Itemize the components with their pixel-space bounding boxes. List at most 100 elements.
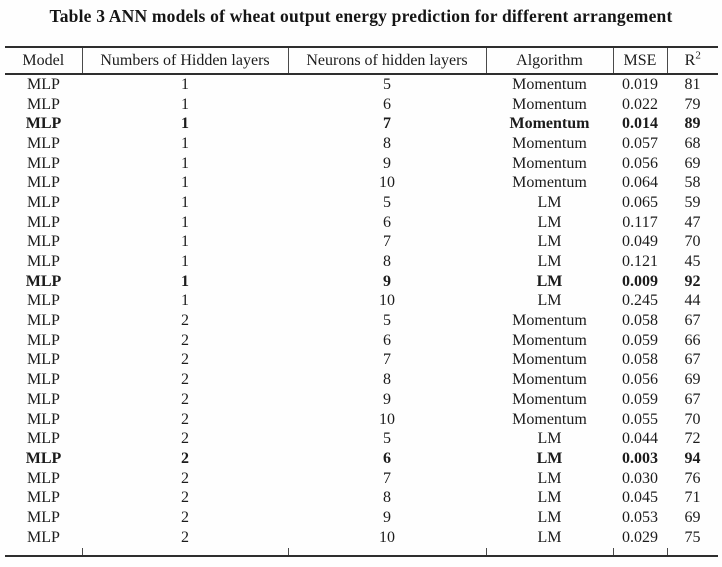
col-header-hidden-layers: Numbers of Hidden layers bbox=[81, 47, 288, 74]
cell-neurons: 8 bbox=[383, 489, 391, 507]
table-row: MLP 2 6 Momentum 0.059 66 bbox=[5, 331, 718, 351]
cell-r2: 59 bbox=[684, 193, 701, 211]
table-row: MLP 2 10 Momentum 0.055 70 bbox=[5, 410, 718, 430]
cell-hidden-layers: 1 bbox=[181, 292, 189, 310]
cell-r2: 68 bbox=[684, 134, 701, 152]
cell-neurons: 6 bbox=[383, 213, 391, 231]
cell-algorithm: Momentum bbox=[512, 371, 587, 389]
cell-neurons: 8 bbox=[383, 253, 391, 271]
cell-hidden-layers: 2 bbox=[181, 410, 189, 428]
cell-hidden-layers: 1 bbox=[181, 174, 189, 192]
cell-algorithm: Momentum bbox=[512, 390, 587, 408]
table-row: MLP 2 5 Momentum 0.058 67 bbox=[5, 311, 718, 331]
cell-mse: 0.053 bbox=[622, 508, 658, 526]
cell-algorithm: Momentum bbox=[512, 95, 587, 113]
cell-r2: 94 bbox=[684, 449, 701, 467]
col-header-model: Model bbox=[22, 51, 65, 69]
cell-algorithm: LM bbox=[537, 233, 562, 251]
cell-model: MLP bbox=[27, 292, 60, 310]
col-header-algorithm: Algorithm bbox=[485, 47, 613, 74]
cell-r2: 79 bbox=[684, 95, 701, 113]
cell-algorithm: LM bbox=[536, 449, 563, 467]
cell-mse: 0.058 bbox=[622, 351, 658, 369]
cell-algorithm: LM bbox=[537, 508, 562, 526]
cell-mse: 0.044 bbox=[622, 430, 658, 448]
cell-mse: 0.014 bbox=[622, 115, 658, 133]
cell-algorithm: Momentum bbox=[512, 312, 587, 330]
cell-mse: 0.064 bbox=[622, 174, 658, 192]
cell-algorithm: Momentum bbox=[509, 115, 590, 133]
bottom-spacer-cell bbox=[81, 547, 288, 556]
cell-algorithm: LM bbox=[537, 430, 562, 448]
table-row: MLP 1 7 Momentum 0.014 89 bbox=[5, 114, 718, 134]
cell-r2: 92 bbox=[684, 272, 701, 290]
cell-r2: 47 bbox=[684, 213, 701, 231]
ann-results-table: Model Numbers of Hidden layers Neurons o… bbox=[5, 46, 718, 557]
cell-r2: 69 bbox=[684, 154, 701, 172]
cell-hidden-layers: 2 bbox=[181, 469, 189, 487]
cell-model: MLP bbox=[27, 390, 60, 408]
cell-r2: 58 bbox=[684, 174, 701, 192]
table-row: MLP 1 10 LM 0.245 44 bbox=[5, 292, 718, 312]
cell-model: MLP bbox=[27, 410, 60, 428]
cell-model: MLP bbox=[25, 115, 62, 133]
cell-neurons: 10 bbox=[379, 174, 395, 192]
table-row: MLP 2 8 Momentum 0.056 69 bbox=[5, 370, 718, 390]
col-header-neurons: Neurons of hidden layers bbox=[287, 47, 486, 74]
header-row: Model Numbers of Hidden layers Neurons o… bbox=[5, 47, 718, 74]
cell-r2: 67 bbox=[684, 390, 701, 408]
cell-neurons: 5 bbox=[383, 430, 391, 448]
bottom-spacer-cell bbox=[485, 547, 613, 556]
cell-algorithm: LM bbox=[537, 253, 562, 271]
cell-model: MLP bbox=[27, 75, 60, 93]
cell-model: MLP bbox=[25, 272, 62, 290]
cell-hidden-layers: 1 bbox=[181, 233, 189, 251]
cell-r2: 76 bbox=[684, 469, 701, 487]
table-row: MLP 2 10 LM 0.029 75 bbox=[5, 528, 718, 548]
cell-hidden-layers: 2 bbox=[181, 508, 189, 526]
table-row: MLP 1 8 LM 0.121 45 bbox=[5, 252, 718, 272]
cell-algorithm: LM bbox=[537, 193, 562, 211]
cell-r2: 71 bbox=[684, 489, 701, 507]
cell-hidden-layers: 2 bbox=[181, 351, 189, 369]
cell-mse: 0.022 bbox=[622, 95, 658, 113]
cell-model: MLP bbox=[27, 253, 60, 271]
col-header-r2-superscript: 2 bbox=[695, 49, 701, 62]
cell-algorithm: Momentum bbox=[512, 154, 587, 172]
table-row: MLP 1 9 LM 0.009 92 bbox=[5, 272, 718, 292]
cell-mse: 0.056 bbox=[622, 154, 658, 172]
cell-neurons: 9 bbox=[383, 154, 391, 172]
cell-algorithm: Momentum bbox=[512, 351, 587, 369]
cell-hidden-layers: 1 bbox=[181, 115, 189, 133]
cell-hidden-layers: 1 bbox=[181, 272, 189, 290]
cell-r2: 45 bbox=[684, 253, 701, 271]
cell-model: MLP bbox=[27, 371, 60, 389]
cell-hidden-layers: 2 bbox=[181, 390, 189, 408]
cell-hidden-layers: 1 bbox=[181, 193, 189, 211]
cell-neurons: 7 bbox=[383, 233, 391, 251]
cell-mse: 0.057 bbox=[622, 134, 658, 152]
cell-model: MLP bbox=[27, 331, 60, 349]
cell-r2: 69 bbox=[684, 508, 701, 526]
cell-algorithm: LM bbox=[537, 528, 562, 546]
table-row: MLP 1 10 Momentum 0.064 58 bbox=[5, 173, 718, 193]
cell-r2: 89 bbox=[684, 115, 701, 133]
bottom-spacer-row bbox=[5, 547, 718, 556]
table-row: MLP 1 5 Momentum 0.019 81 bbox=[5, 74, 718, 95]
cell-mse: 0.056 bbox=[622, 371, 658, 389]
col-header-r2-base: R bbox=[684, 51, 696, 69]
cell-algorithm: Momentum bbox=[512, 331, 587, 349]
cell-hidden-layers: 1 bbox=[181, 213, 189, 231]
cell-model: MLP bbox=[27, 469, 60, 487]
cell-mse: 0.245 bbox=[622, 292, 658, 310]
cell-mse: 0.029 bbox=[622, 528, 658, 546]
cell-model: MLP bbox=[27, 312, 60, 330]
cell-r2: 69 bbox=[684, 371, 701, 389]
table-row: MLP 1 6 Momentum 0.022 79 bbox=[5, 95, 718, 115]
cell-mse: 0.009 bbox=[622, 272, 658, 290]
cell-mse: 0.059 bbox=[622, 390, 658, 408]
cell-mse: 0.059 bbox=[622, 331, 658, 349]
table-row: MLP 2 9 LM 0.053 69 bbox=[5, 508, 718, 528]
cell-model: MLP bbox=[27, 134, 60, 152]
